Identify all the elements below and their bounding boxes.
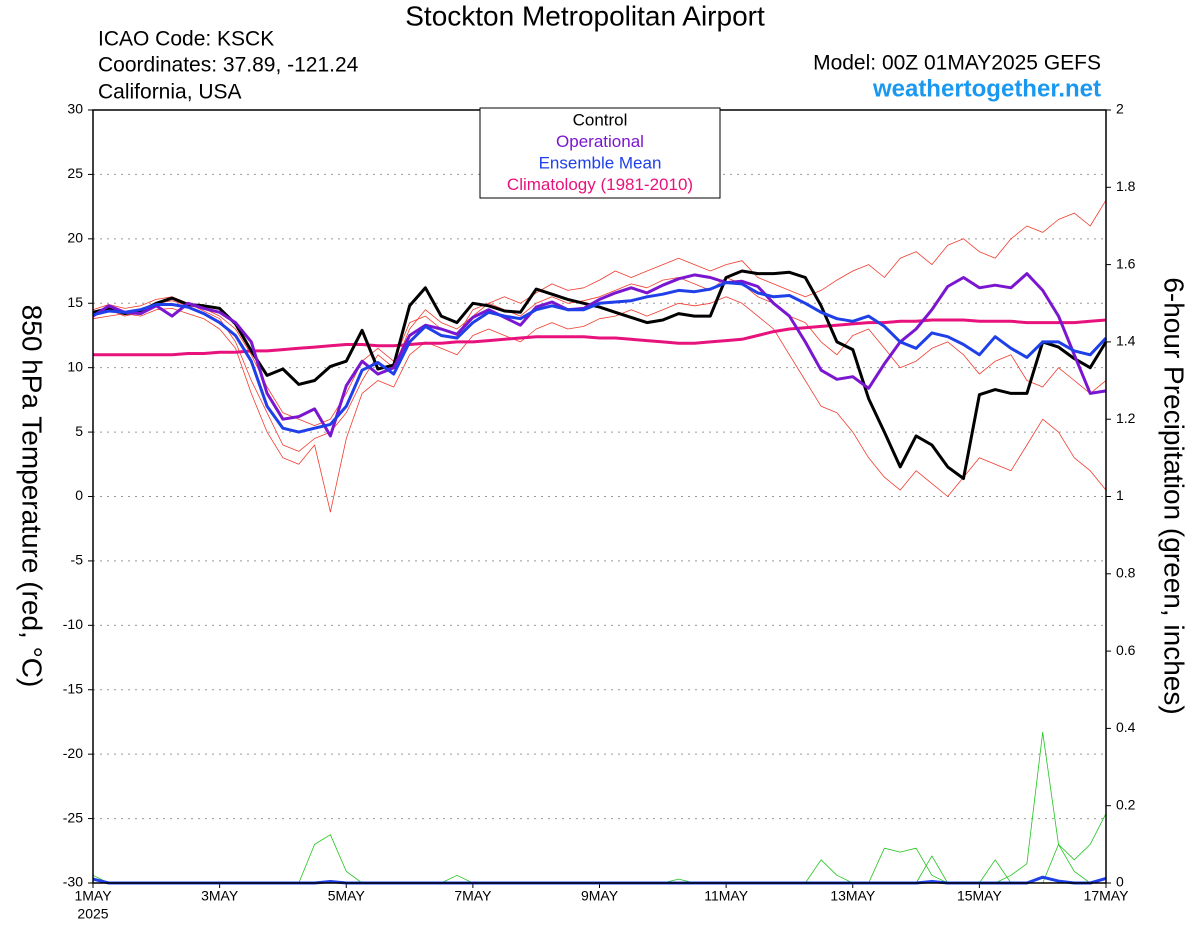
series-line	[93, 731, 1107, 884]
y-tick-label: 30	[67, 101, 83, 117]
legend-entry: Ensemble Mean	[539, 153, 662, 172]
y-tick-label: 0	[75, 487, 83, 503]
y2-tick-label: 1.8	[1116, 178, 1136, 194]
series-line	[92, 875, 1107, 885]
y2-tick-label: 0	[1116, 874, 1124, 890]
y2-tick-label: 1	[1116, 487, 1124, 503]
info-line: ICAO Code: KSCK	[98, 28, 274, 51]
series-line	[92, 844, 1106, 884]
y-tick-label: -15	[63, 680, 83, 696]
y-tick-label: -30	[63, 874, 83, 890]
y-tick-label: 20	[67, 230, 83, 246]
y-tick-label: 15	[67, 294, 83, 310]
y-axis-label: 850 hPa Temperature (red, °C)	[17, 305, 48, 688]
website: weathertogether.net	[872, 75, 1101, 102]
x-tick-label: 7MAY	[454, 888, 492, 904]
x-tick-label: 9MAY	[581, 888, 619, 904]
y2-axis-label: 6-hour Precipitation (green, inches)	[1159, 277, 1190, 714]
y2-tick-label: 2	[1116, 101, 1124, 117]
legend-entry: Control	[573, 110, 628, 129]
y-tick-label: 5	[75, 423, 83, 439]
legend-entry: Climatology (1981-2010)	[507, 175, 693, 194]
y-tick-label: -5	[71, 552, 84, 568]
legend-box	[479, 107, 721, 199]
y-tick-label: 10	[67, 358, 83, 374]
series-line	[93, 318, 1107, 357]
y2-tick-label: 1.6	[1116, 255, 1136, 271]
x-year-label: 2025	[77, 906, 108, 922]
x-tick-label: 5MAY	[328, 888, 366, 904]
x-tick-label: 15MAY	[957, 888, 1003, 904]
y2-tick-label: 0.8	[1116, 565, 1136, 581]
series-line	[92, 296, 1107, 513]
info-line: Coordinates: 37.89, -121.24	[98, 54, 359, 77]
y-tick-label: -25	[63, 809, 83, 825]
y-tick-label: 25	[67, 165, 83, 181]
series-line	[92, 272, 1107, 438]
chart-title: Stockton Metropolitan Airport	[405, 0, 765, 31]
y2-tick-label: 0.4	[1116, 719, 1136, 735]
y2-tick-label: 1.4	[1116, 333, 1136, 349]
y2-tick-label: 1.2	[1116, 410, 1136, 426]
y-tick-label: -10	[63, 616, 83, 632]
series-line	[92, 281, 1108, 434]
y2-tick-label: 0.6	[1116, 642, 1136, 658]
series-line	[92, 269, 1108, 480]
y-tick-label: -20	[63, 745, 83, 761]
x-tick-label: 11MAY	[704, 888, 748, 904]
info-line: California, USA	[98, 81, 242, 104]
x-tick-label: 17MAY	[1084, 888, 1130, 904]
model-label: Model: 00Z 01MAY2025 GEFS	[813, 52, 1101, 75]
legend-entry: Operational	[556, 132, 644, 151]
plot: -30 -25 -20 -15 -10 -5 0 5 10 15 20 25 30 0 0.2 0.4 0.6 0…	[63, 101, 1136, 904]
y2-tick-label: 0.2	[1116, 796, 1136, 812]
x-tick-label: 1MAY	[74, 888, 112, 904]
x-tick-label: 3MAY	[201, 888, 239, 904]
x-tick-label: 13MAY	[830, 888, 876, 904]
series-line	[92, 199, 1107, 452]
